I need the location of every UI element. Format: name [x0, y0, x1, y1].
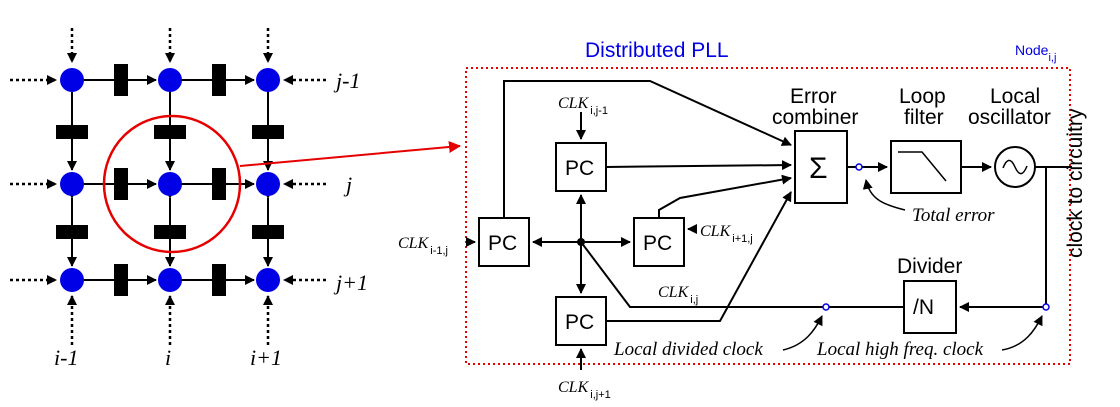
- tap-total-error: [855, 163, 863, 171]
- clock-to-circuitry-label: clock to circuitry: [1064, 108, 1087, 258]
- lowpass-icon: [898, 151, 947, 182]
- sigma-symbol: Σ: [809, 152, 828, 185]
- pc-left-label: PC: [488, 232, 517, 255]
- pll-block: Distributed PLL Nodei,j PC PC PC PC Σ Er…: [398, 39, 1087, 401]
- col-label-left: i-1: [54, 345, 78, 370]
- loop-filter-label-1: Loop: [899, 85, 946, 108]
- col-label-right: i+1: [250, 345, 282, 370]
- pll-boundary: [465, 67, 1071, 365]
- node-label: Nodei,j: [1015, 42, 1056, 64]
- error-combiner-box: [794, 130, 848, 204]
- divider-symbol: /N: [913, 296, 934, 319]
- pc-right-label: PC: [643, 232, 672, 255]
- pc-bottom-label: PC: [565, 311, 594, 334]
- pll-title: Distributed PLL: [585, 39, 729, 62]
- clk-local-label: CLK i,j: [658, 284, 698, 306]
- error-combiner-label-2: combiner: [772, 106, 858, 129]
- node-grid: j-1 j j+1 i-1 i i+1: [10, 28, 461, 370]
- pc-top-box: [555, 142, 607, 192]
- local-osc-label-2: oscillator: [968, 106, 1051, 129]
- error-combiner-label-1: Error: [790, 85, 837, 108]
- vertical-links: [56, 83, 284, 267]
- clk-right-label: CLK i+1,j: [700, 223, 753, 245]
- grid-nodes: [60, 68, 280, 292]
- loop-filter-label-2: filter: [904, 106, 944, 129]
- clk-top-label: CLK i,j-1: [558, 95, 608, 117]
- loop-filter-box: [890, 140, 962, 194]
- tap-high-freq-clock: [1042, 303, 1050, 311]
- highlight-circle: [102, 114, 242, 254]
- horizontal-links: [75, 64, 255, 296]
- divider-box: [903, 280, 957, 334]
- row-label-top: j-1: [333, 68, 360, 93]
- pc-top-label: PC: [565, 157, 594, 180]
- local-high-freq-clock-label: Local high freq. clock: [816, 339, 984, 360]
- clk-bottom-label: CLK i,j+1: [558, 379, 611, 401]
- clk-left-label: CLK i-1,j: [398, 235, 448, 257]
- tap-divided-clock: [822, 303, 830, 311]
- sine-wave-icon: [1002, 159, 1028, 175]
- total-error-label: Total error: [912, 205, 995, 226]
- local-osc-label-1: Local: [990, 85, 1040, 108]
- zoom-arrow: [239, 141, 461, 167]
- divider-label: Divider: [897, 255, 962, 278]
- row-label-mid: j: [343, 172, 352, 197]
- row-label-bottom: j+1: [333, 270, 368, 295]
- col-label-mid: i: [165, 345, 171, 370]
- pc-bottom-box: [555, 296, 607, 346]
- local-divided-clock-label: Local divided clock: [613, 339, 763, 360]
